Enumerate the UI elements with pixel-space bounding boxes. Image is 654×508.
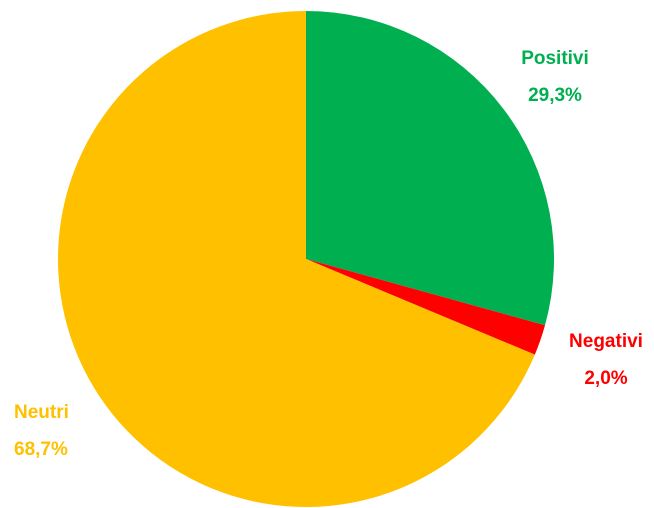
pie-slice-positivi [306, 11, 554, 326]
label-negativi-value: 2,0% [584, 368, 627, 389]
label-positivi-value: 29,3% [528, 85, 582, 106]
pie-labels: Positivi 29,3% Negativi 2,0% Neutri 68,7… [14, 48, 643, 460]
label-positivi-name: Positivi [521, 48, 589, 69]
pie-slices [57, 11, 554, 507]
pie-slice-neutri [57, 11, 535, 507]
label-negativi-name: Negativi [569, 331, 643, 352]
label-neutri-name: Neutri [14, 402, 69, 423]
label-neutri-value: 68,7% [14, 439, 68, 460]
pie-slice-negativi [306, 259, 545, 355]
